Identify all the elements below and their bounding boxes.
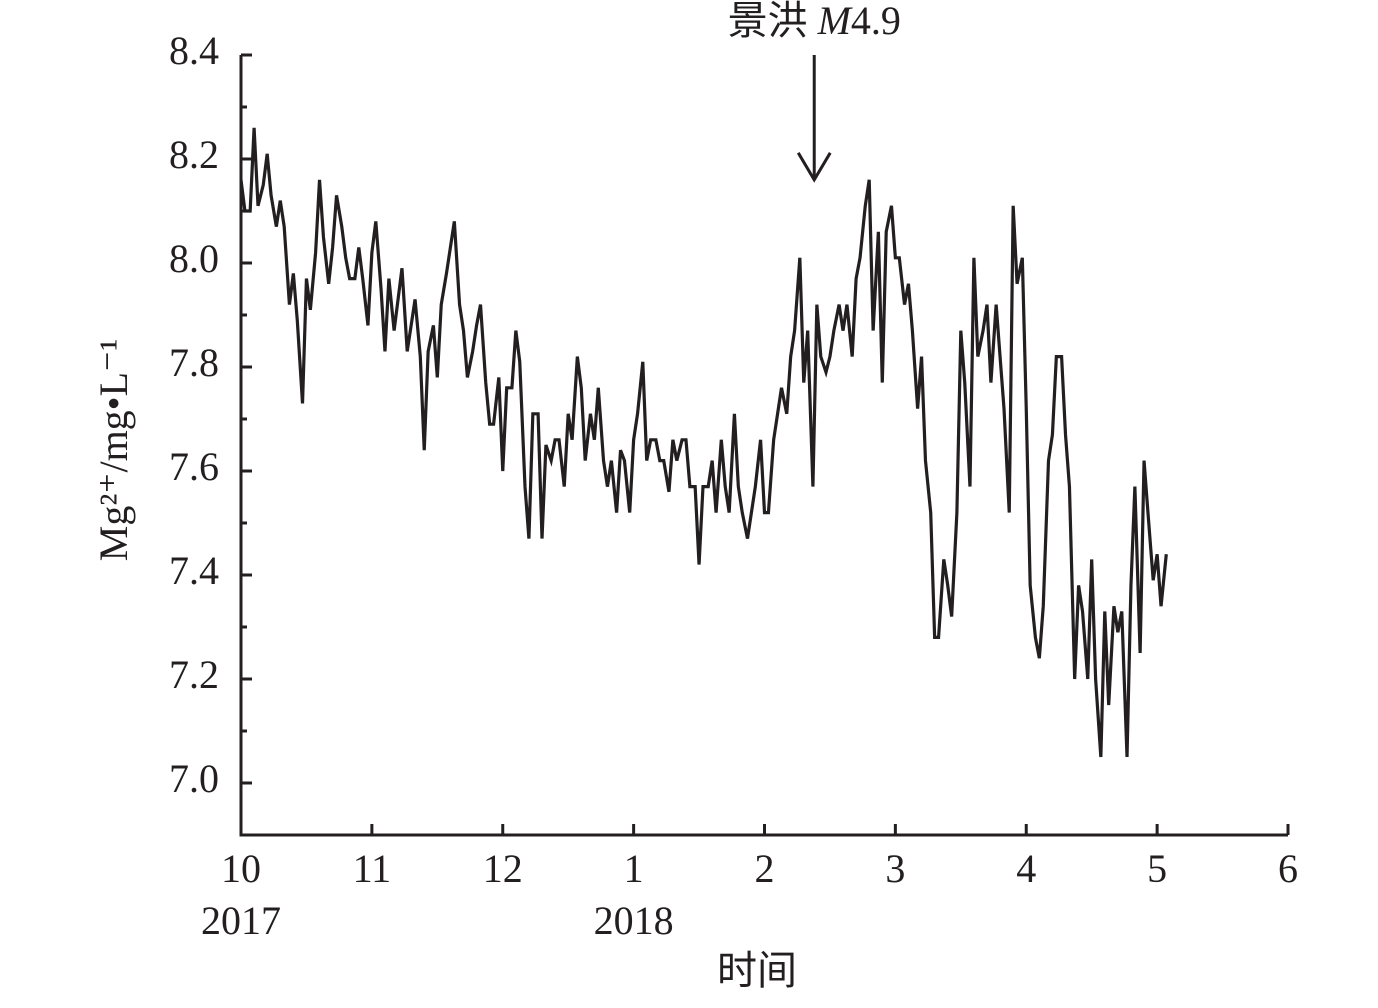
x-tick-label: 1 xyxy=(624,846,644,891)
annotation: 景洪 M4.9 xyxy=(728,0,901,43)
y-tick-label: 7.4 xyxy=(169,548,219,593)
x-tick-label: 4 xyxy=(1016,846,1036,891)
x-tick-label: 11 xyxy=(353,846,392,891)
annotation-part: M xyxy=(817,0,854,43)
x-tick-label: 6 xyxy=(1278,846,1298,891)
y-axis-label: Mg²⁺/mg•L⁻¹ xyxy=(91,339,136,561)
x-axis-label: 时间 xyxy=(717,948,797,993)
year-label: 2018 xyxy=(594,898,674,943)
year-label: 2017 xyxy=(201,898,281,943)
y-tick-label: 8.2 xyxy=(169,132,219,177)
annotation-part: 4.9 xyxy=(851,0,901,43)
x-tick-label: 5 xyxy=(1147,846,1167,891)
y-tick-label: 8.0 xyxy=(169,236,219,281)
x-tick-label: 3 xyxy=(885,846,905,891)
x-tick-label: 10 xyxy=(221,846,261,891)
y-tick-label: 7.8 xyxy=(169,340,219,385)
annotation-arrowhead xyxy=(796,152,832,183)
y-tick-label: 8.4 xyxy=(169,28,219,73)
x-tick-label: 2 xyxy=(755,846,775,891)
annotation-part: 景洪 xyxy=(728,0,818,43)
y-tick-label: 7.6 xyxy=(169,444,219,489)
y-tick-label: 7.0 xyxy=(169,756,219,801)
x-tick-label: 12 xyxy=(483,846,523,891)
y-tick-label: 7.2 xyxy=(169,652,219,697)
data-line xyxy=(239,127,1168,758)
